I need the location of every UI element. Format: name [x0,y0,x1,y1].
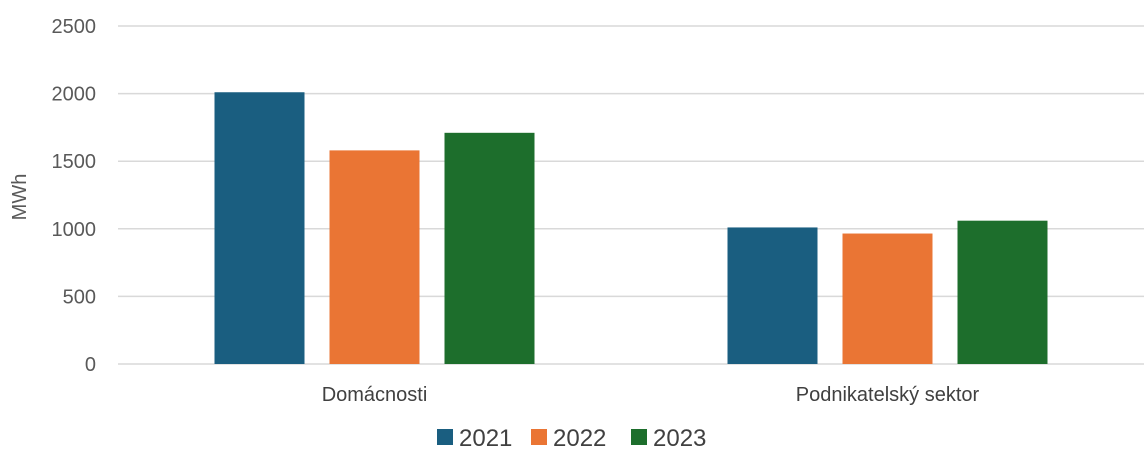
legend-label: 2023 [653,425,706,452]
legend-swatch [631,429,647,445]
legend: 2021 2022 2023 [437,425,706,452]
category-label: Domácnosti [322,384,428,406]
bar-2022-domacnosti [329,150,420,364]
y-tick-label: 2500 [52,16,97,38]
y-axis-title: MWh [9,174,31,221]
y-tick-label: 1000 [52,219,97,241]
legend-item-2022: 2022 [531,425,606,452]
bar-2021-podnikatelsky-sektor [727,227,818,364]
legend-label: 2022 [553,425,606,452]
y-tick-label: 2000 [52,84,97,106]
y-tick-label: 0 [85,354,96,376]
bar-2023-domacnosti [444,132,535,364]
legend-item-2021: 2021 [437,425,512,452]
legend-swatch [437,429,453,445]
bar-2022-podnikatelsky-sektor [842,233,933,364]
y-tick-label: 500 [63,286,96,308]
bar-2023-podnikatelsky-sektor [957,220,1048,364]
y-tick-label: 1500 [52,151,97,173]
category-labels: Domácnosti Podnikatelský sektor [322,384,980,406]
legend-item-2023: 2023 [631,425,706,452]
category-label: Podnikatelský sektor [796,384,980,406]
bar-2021-domacnosti [214,92,305,365]
bars [214,92,1048,365]
y-axis-ticks: 0 500 1000 1500 2000 2500 [52,16,97,376]
legend-label: 2021 [459,425,512,452]
legend-swatch [531,429,547,445]
